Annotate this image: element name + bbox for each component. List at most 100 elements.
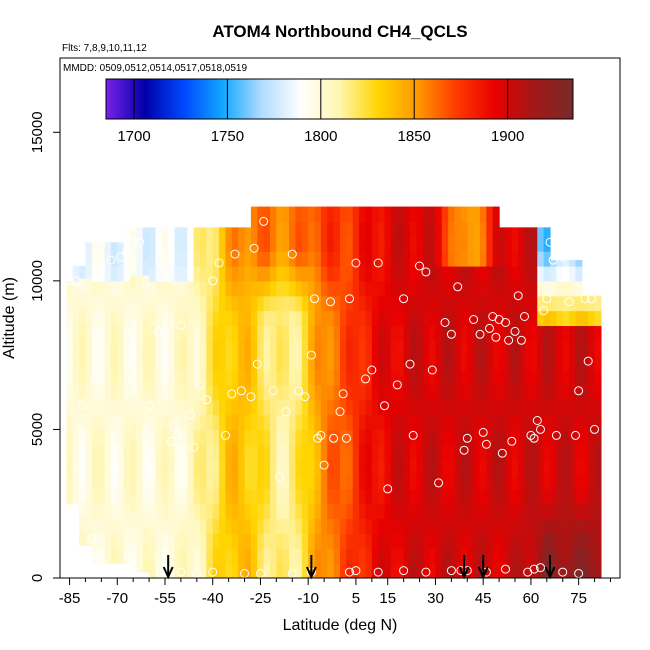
heatmap-cell <box>340 429 347 445</box>
heatmap-cell <box>499 295 507 312</box>
heatmap-cell <box>505 399 513 416</box>
heatmap-cell <box>219 340 227 356</box>
heatmap-cell <box>72 340 80 356</box>
y-axis-label: Altitude (m) <box>1 277 18 359</box>
heatmap-cell <box>314 459 322 475</box>
heatmap-cell <box>174 414 182 431</box>
heatmap-cell <box>467 221 475 237</box>
heatmap-cell <box>231 488 239 505</box>
heatmap-cell <box>295 444 303 460</box>
heatmap-cell <box>212 503 220 520</box>
heatmap-cell <box>346 325 354 341</box>
heatmap-cell <box>168 227 176 237</box>
heatmap-cell <box>575 414 583 431</box>
heatmap-cell <box>403 310 411 327</box>
heatmap-cell <box>193 429 201 445</box>
heatmap-cell <box>537 399 545 416</box>
heatmap-cell <box>85 248 93 264</box>
heatmap-cell <box>346 384 354 401</box>
heatmap-cell <box>473 474 481 490</box>
heatmap-cell <box>492 533 500 549</box>
heatmap-cell <box>174 251 182 267</box>
heatmap-cell <box>123 533 131 549</box>
heatmap-cell <box>550 399 557 416</box>
heatmap-cell <box>422 384 430 401</box>
heatmap-cell <box>142 364 150 380</box>
heatmap-cell <box>263 355 271 371</box>
heatmap-cell <box>384 355 392 371</box>
observation-point <box>440 318 450 327</box>
heatmap-cell <box>365 503 373 520</box>
heatmap-cell <box>340 459 347 475</box>
heatmap-cell <box>104 488 112 505</box>
heatmap-cell <box>320 310 328 327</box>
heatmap-cell <box>486 548 494 564</box>
observation-point <box>539 306 549 316</box>
observation-point <box>583 356 593 366</box>
heatmap-cell <box>359 503 367 520</box>
heatmap-cell <box>200 325 207 341</box>
x-tick-label: -85 <box>59 590 81 607</box>
heatmap-cell <box>130 289 137 306</box>
heatmap-cell <box>257 236 265 252</box>
heatmap-cell <box>594 429 602 445</box>
heatmap-cell <box>499 563 507 578</box>
heatmap-cell <box>225 563 233 578</box>
heatmap-cell <box>206 518 214 535</box>
heatmap-cell <box>295 266 303 282</box>
heatmap-cell <box>308 280 316 297</box>
heatmap-cell <box>537 384 545 401</box>
heatmap-cell <box>537 310 545 327</box>
heatmap-cell <box>142 245 150 261</box>
heatmap-cell <box>569 548 577 564</box>
heatmap-cell <box>359 236 367 252</box>
heatmap-cell <box>594 459 602 475</box>
heatmap-cell <box>327 548 335 564</box>
heatmap-cell <box>282 355 290 371</box>
heatmap-cell <box>282 370 290 386</box>
profile-arrows <box>162 555 556 580</box>
heatmap-cell <box>397 251 405 267</box>
heatmap-cell <box>371 459 379 475</box>
heatmap-cell <box>320 488 328 505</box>
heatmap-cell <box>308 414 316 431</box>
heatmap-cell <box>480 474 487 490</box>
heatmap-cell <box>486 221 494 237</box>
heatmap-cell <box>378 548 386 564</box>
heatmap-cell <box>556 266 564 282</box>
heatmap-cell <box>225 399 233 416</box>
heatmap-cell <box>340 280 347 297</box>
heatmap-cell <box>79 500 87 517</box>
heatmap-cell <box>91 429 99 445</box>
heatmap-cell <box>460 280 468 297</box>
heatmap-cell <box>219 459 227 475</box>
heatmap-cell <box>429 459 437 475</box>
heatmap-cell <box>390 503 398 520</box>
heatmap-cell <box>473 236 481 252</box>
heatmap-cell <box>492 295 500 312</box>
heatmap-cell <box>384 518 392 535</box>
heatmap-cell <box>110 518 118 535</box>
heatmap-cell <box>378 370 386 386</box>
heatmap-cell <box>365 474 373 490</box>
heatmap-cell <box>543 325 551 341</box>
heatmap-cell <box>537 295 545 312</box>
heatmap-cell <box>231 548 239 564</box>
heatmap-cell <box>384 474 392 490</box>
heatmap-cell <box>149 266 157 282</box>
heatmap-cell <box>410 414 417 431</box>
heatmap-cell <box>588 518 596 535</box>
heatmap-cell <box>295 340 303 356</box>
heatmap-cell <box>142 304 150 321</box>
heatmap-cell <box>117 355 125 371</box>
colorbar-tick-label: 1800 <box>304 128 337 145</box>
observation-point <box>399 566 409 576</box>
heatmap-cell <box>505 518 513 535</box>
heatmap-cell <box>301 444 309 460</box>
heatmap-cell <box>276 384 284 401</box>
heatmap-cell <box>359 563 367 578</box>
heatmap-cell <box>110 340 118 356</box>
heatmap-cell <box>480 310 487 327</box>
heatmap-cell <box>180 444 188 460</box>
heatmap-cell <box>454 280 462 297</box>
